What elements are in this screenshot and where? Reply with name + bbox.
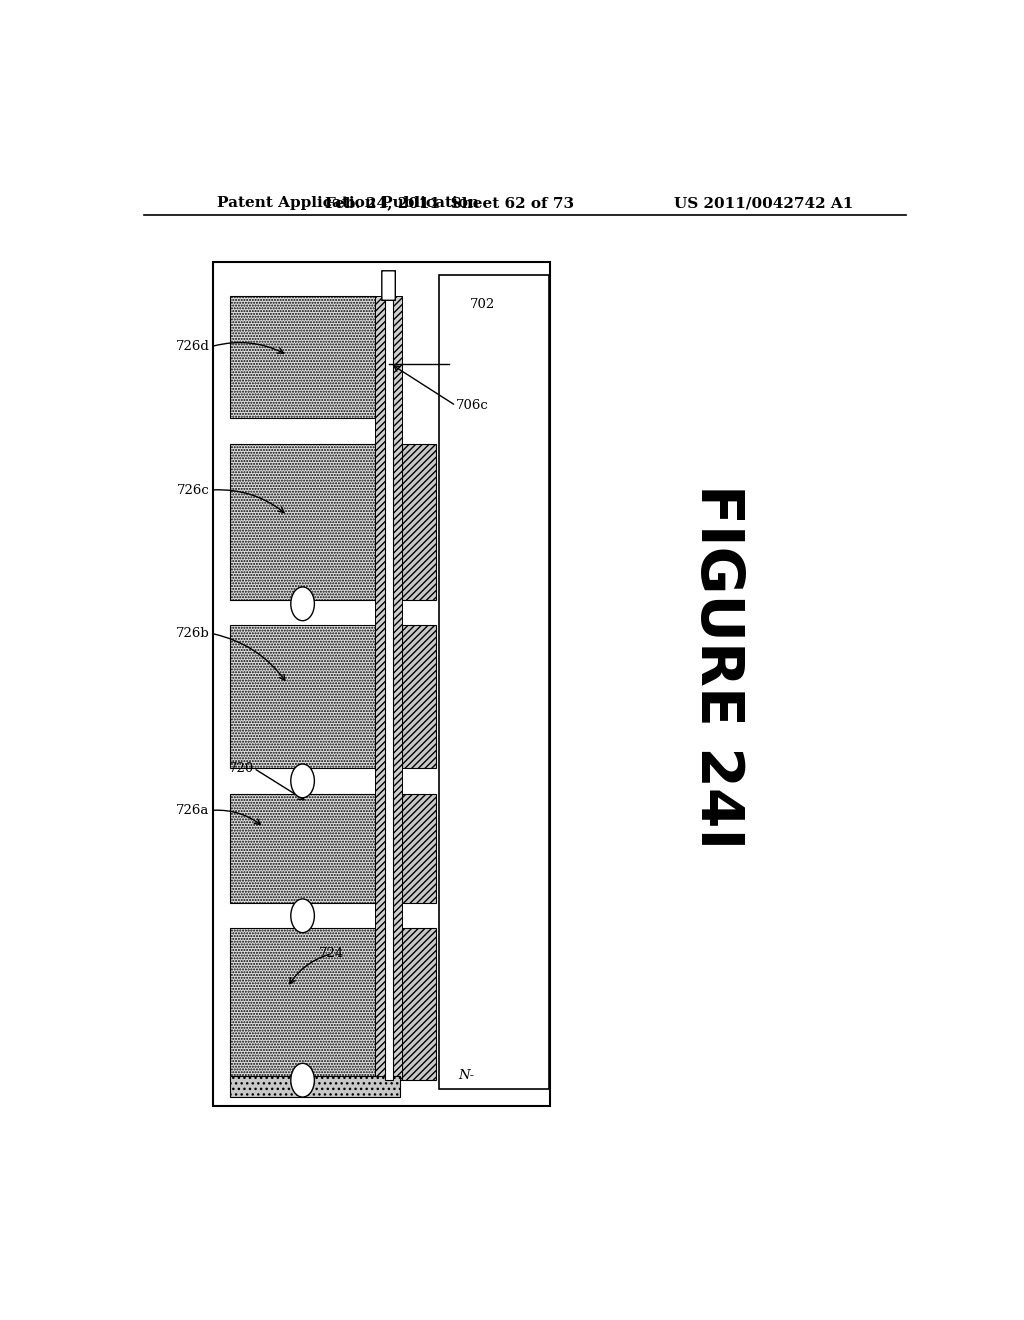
Bar [402, 444, 436, 599]
Bar [392, 296, 402, 1080]
Bar [230, 444, 375, 599]
Bar [230, 793, 375, 903]
FancyBboxPatch shape [382, 271, 395, 300]
Ellipse shape [291, 1064, 314, 1097]
Text: N-: N- [458, 1069, 474, 1082]
Ellipse shape [291, 587, 314, 620]
Text: Patent Application Publication: Patent Application Publication [217, 197, 479, 210]
Bar [375, 296, 384, 1080]
Bar [230, 296, 375, 418]
Text: 720: 720 [228, 762, 254, 775]
Bar [384, 296, 392, 1080]
Text: 726a: 726a [176, 804, 209, 817]
Bar [213, 263, 550, 1106]
Bar [402, 624, 436, 768]
Ellipse shape [291, 764, 314, 797]
Bar [402, 928, 436, 1080]
Bar [230, 928, 375, 1080]
Text: 726b: 726b [176, 627, 209, 640]
Bar [230, 624, 375, 768]
Text: 706c: 706c [456, 399, 488, 412]
Text: FIGURE 24I: FIGURE 24I [688, 484, 745, 849]
Text: Feb. 24, 2011  Sheet 62 of 73: Feb. 24, 2011 Sheet 62 of 73 [325, 197, 574, 210]
Text: 702: 702 [470, 298, 496, 312]
Bar [439, 275, 549, 1089]
Text: 724: 724 [318, 948, 344, 960]
Text: 726d: 726d [175, 341, 209, 354]
Text: 726c: 726c [176, 483, 209, 496]
Ellipse shape [291, 899, 314, 933]
Text: US 2011/0042742 A1: US 2011/0042742 A1 [674, 197, 853, 210]
Bar [230, 1076, 400, 1097]
Bar [402, 793, 436, 903]
